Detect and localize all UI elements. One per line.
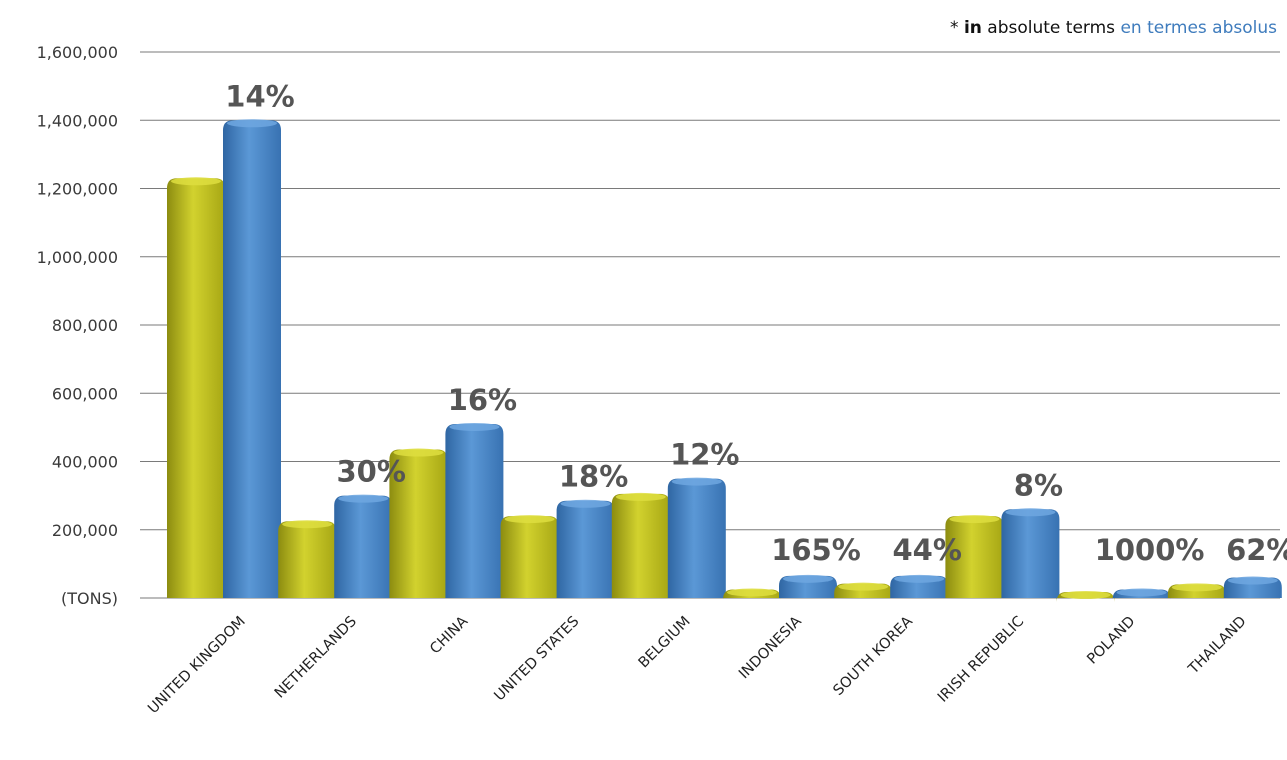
bar-series-2 [1001,509,1060,598]
bar-top-highlight [615,492,666,501]
bar-top-highlight [949,515,1000,524]
bar-top-highlight [671,477,722,486]
bar-series-1 [945,516,1004,598]
y-tick-label: 600,000 [52,384,118,403]
bar-series-2 [334,495,393,598]
note-french: en termes absolus [1120,18,1277,38]
bar-series-2 [445,423,504,598]
x-tick-label: CHINA [427,613,471,657]
bar-top-highlight [1005,508,1056,517]
bar-series-1 [278,521,337,598]
x-tick-label: UNITED KINGDOM [145,614,249,718]
x-tick-label: INDONESIA [736,613,805,682]
bar-top-highlight [1116,588,1167,597]
growth-label: 8% [1014,468,1063,502]
bar-series-1 [389,449,448,598]
bar-top-highlight [282,520,333,529]
growth-label: 12% [670,438,739,472]
bar-top-highlight [338,494,389,503]
x-tick-label: SOUTH KOREA [831,613,917,699]
y-unit-label: (TONS) [61,589,118,608]
y-tick-label: 1,400,000 [37,111,118,130]
growth-label: 16% [448,383,517,417]
bar-series-2 [667,478,726,598]
x-tick-label: UNITED STATES [492,614,583,705]
x-tick-label: BELGIUM [636,614,694,672]
x-tick-label: THAILAND [1185,614,1250,679]
y-tick-label: 800,000 [52,316,118,335]
bar-top-highlight [838,582,889,591]
bar-series-1 [167,178,225,598]
y-tick-label: 1,000,000 [37,248,118,267]
growth-label: 14% [225,79,294,113]
x-tick-label: IRISH REPUBLIC [935,614,1027,706]
bar-top-highlight [393,448,444,457]
y-tick-label: 400,000 [52,453,118,472]
absolute-terms-note: * in absolute terms en termes absolus [950,18,1277,38]
bar-top-highlight [560,499,611,508]
bar-top-highlight [171,177,221,186]
growth-label: 62% [1226,533,1287,567]
bar-top-highlight [894,574,945,583]
bar-top-highlight [1060,591,1111,599]
bar-series-2 [223,120,281,598]
y-tick-label: 1,200,000 [37,180,118,199]
growth-label: 1000% [1095,533,1205,567]
bar-top-highlight [227,119,277,128]
bar-series-2 [556,500,615,598]
bar-top-highlight [727,588,777,597]
bar-top-highlight [1171,583,1222,592]
growth-label: 18% [559,460,628,494]
bar-series-1 [611,493,670,598]
y-tick-label: 200,000 [52,521,118,540]
note-in-word: in [963,18,982,38]
bar-top-highlight [504,515,555,524]
bar-top-highlight [783,574,833,583]
growth-label: 30% [336,455,405,489]
bar-series-1 [500,516,559,598]
x-tick-label: NETHERLANDS [272,614,360,702]
note-asterisk: * [950,18,959,38]
y-tick-label: 1,600,000 [37,43,118,62]
bar-top-highlight [1227,576,1278,585]
x-tick-label: POLAND [1084,614,1138,668]
growth-label: 44% [892,533,961,567]
growth-label: 165% [771,533,861,567]
note-english: in absolute terms [964,18,1115,38]
note-english-text: absolute terms [987,18,1116,38]
bar-top-highlight [449,422,500,431]
